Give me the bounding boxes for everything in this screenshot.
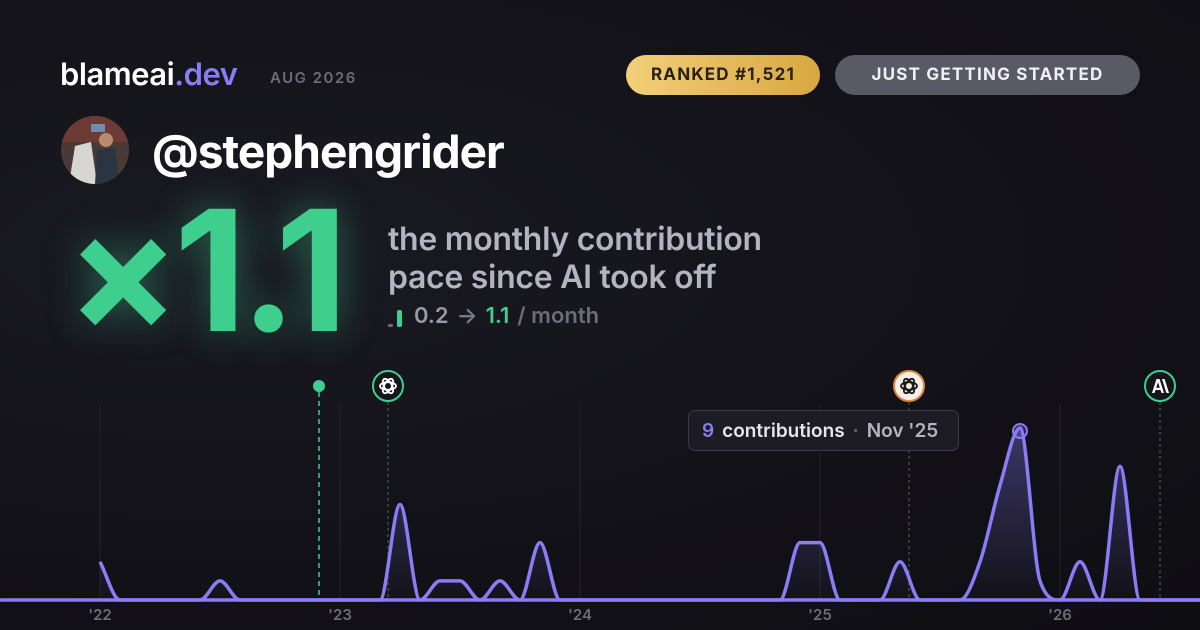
mini-bar <box>397 310 402 327</box>
tooltip: 9 contributions · Nov '25 <box>688 410 959 451</box>
highlight-point <box>1012 423 1028 439</box>
area <box>100 428 1200 600</box>
brand-tld: .dev <box>174 56 238 93</box>
mini-bar <box>388 323 393 327</box>
pace-arrow: → <box>456 303 478 329</box>
description: the monthly contribution <box>388 219 762 258</box>
openai-icon <box>893 370 925 402</box>
x-tick-label: '24 <box>568 605 592 624</box>
description: pace since AI took off <box>388 257 717 296</box>
rank-badge: RANKED #1,521 <box>626 55 820 95</box>
user-handle: @stephengrider <box>152 124 505 180</box>
pace-after: 1.1 <box>485 303 510 329</box>
openai-icon <box>372 370 404 402</box>
x-tick-label: '23 <box>328 605 352 624</box>
x-tick-label: '26 <box>1048 605 1072 624</box>
anthropic-icon <box>1144 370 1176 402</box>
tooltip-month: Nov '25 <box>866 419 939 442</box>
tooltip-label: contributions <box>722 419 845 442</box>
tooltip-separator: · <box>852 419 859 442</box>
pace-unit: / month <box>517 303 600 329</box>
brand-name: blameai <box>60 56 175 93</box>
event-dot <box>313 380 325 392</box>
x-tick-label: '22 <box>88 605 112 624</box>
level-badge: JUST GETTING STARTED <box>835 55 1140 95</box>
period: AUG 2026 <box>270 68 357 87</box>
brand: blameai.dev <box>60 56 238 93</box>
multiplier: ×1.1 <box>66 168 348 372</box>
pace-row: 0.2 → 1.1 / month <box>388 303 599 329</box>
line <box>98 426 1200 602</box>
tooltip-value: 9 <box>702 419 715 442</box>
x-tick-label: '25 <box>808 605 832 624</box>
event-markers <box>313 370 1176 600</box>
pace-before: 0.2 <box>414 303 449 329</box>
mini-bars <box>388 307 402 329</box>
